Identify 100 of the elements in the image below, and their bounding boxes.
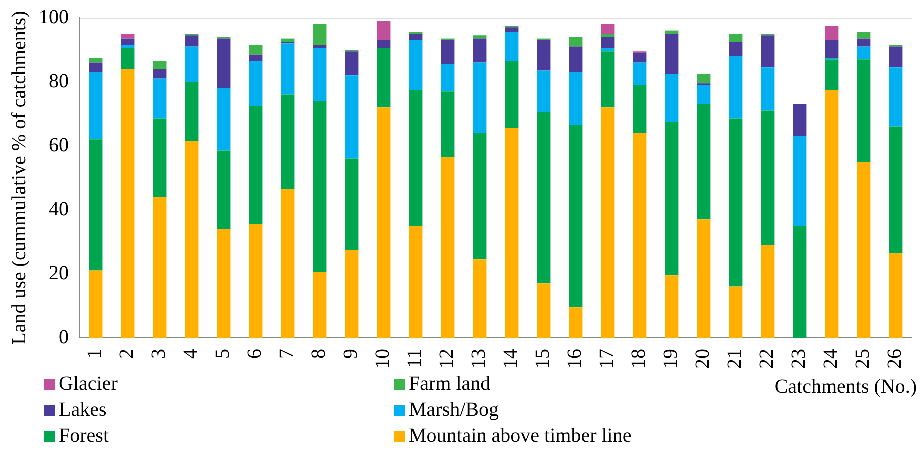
bar <box>185 36 199 47</box>
bar <box>825 60 839 90</box>
y-tick-label: 60 <box>49 134 69 156</box>
bar <box>601 37 615 48</box>
bar <box>857 46 871 60</box>
x-tick-label: 11 <box>404 349 426 368</box>
bar <box>505 128 519 338</box>
bar <box>473 36 487 39</box>
bar <box>473 260 487 338</box>
bar <box>313 272 327 338</box>
bar <box>889 253 903 338</box>
bar <box>89 140 103 271</box>
bar <box>377 40 391 48</box>
x-tick-label: 5 <box>212 349 234 359</box>
bar <box>249 61 263 106</box>
bar <box>889 68 903 127</box>
bar <box>569 72 583 126</box>
x-tick-label: 4 <box>180 349 202 359</box>
x-tick-label: 24 <box>820 349 842 369</box>
x-tick-label: 1 <box>84 349 106 359</box>
bar <box>729 34 743 42</box>
bar <box>601 48 615 52</box>
bar <box>761 36 775 68</box>
bar <box>473 133 487 260</box>
bar <box>377 21 391 40</box>
x-tick-label: 16 <box>564 349 586 369</box>
x-tick-label: 8 <box>308 349 330 359</box>
bar <box>89 72 103 140</box>
bar <box>825 40 839 58</box>
bar <box>697 104 711 220</box>
bar <box>601 52 615 108</box>
bar <box>441 40 455 64</box>
bar <box>601 108 615 338</box>
x-tick-label: 9 <box>340 349 362 359</box>
bar <box>281 94 295 190</box>
bar <box>345 76 359 159</box>
bar <box>153 78 167 119</box>
x-tick-label: 7 <box>276 349 298 359</box>
legend-label: Glacier <box>59 372 118 396</box>
bar <box>857 60 871 162</box>
bar <box>377 48 391 108</box>
legend-label: Lakes <box>59 398 107 422</box>
bar <box>409 226 423 338</box>
bar <box>537 40 551 71</box>
bar <box>569 125 583 308</box>
bar <box>313 48 327 102</box>
bar <box>249 224 263 338</box>
bar <box>697 220 711 338</box>
bar <box>473 62 487 134</box>
bar <box>121 45 135 48</box>
bar <box>633 85 647 134</box>
bar <box>761 68 775 111</box>
bar <box>569 46 583 72</box>
x-tick-label: 13 <box>468 349 490 369</box>
bar <box>441 92 455 158</box>
bar <box>345 250 359 338</box>
legend-label: Farm land <box>409 372 491 396</box>
bar <box>697 74 711 84</box>
bar <box>313 101 327 272</box>
x-tick-label: 18 <box>628 349 650 369</box>
bar <box>153 61 167 70</box>
bar <box>601 34 615 38</box>
bar <box>441 157 455 338</box>
y-tick-label: 40 <box>49 198 69 220</box>
bar <box>889 126 903 254</box>
bar <box>121 69 135 338</box>
legend-label: Marsh/Bog <box>409 398 499 422</box>
bar <box>537 284 551 338</box>
bar <box>793 226 807 338</box>
x-tick-label: 23 <box>788 349 810 369</box>
bar <box>441 64 455 92</box>
bar <box>825 26 839 40</box>
x-tick-label: 2 <box>116 349 138 359</box>
bar <box>665 276 679 338</box>
bar <box>153 197 167 338</box>
x-tick-label: 25 <box>852 349 874 369</box>
bar <box>505 28 519 32</box>
bar <box>665 30 679 34</box>
x-tick-label: 22 <box>756 349 778 369</box>
bar <box>857 38 871 47</box>
bar <box>633 62 647 86</box>
bar <box>345 158 359 250</box>
bar <box>249 45 263 55</box>
bar <box>889 46 903 68</box>
bar <box>89 270 103 338</box>
bar <box>857 32 871 39</box>
bar <box>729 56 743 119</box>
bar <box>633 53 647 63</box>
bar <box>665 34 679 74</box>
bar <box>537 70 551 112</box>
bar <box>569 308 583 338</box>
bar <box>537 112 551 284</box>
bar <box>793 104 807 136</box>
x-tick-label: 19 <box>660 349 682 369</box>
bar <box>153 118 167 198</box>
bar <box>409 40 423 90</box>
bar <box>185 46 199 82</box>
bar <box>249 54 263 62</box>
bar <box>377 108 391 338</box>
bar <box>217 229 231 338</box>
